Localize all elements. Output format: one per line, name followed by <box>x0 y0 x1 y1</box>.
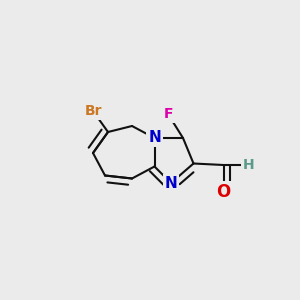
Text: O: O <box>216 183 231 201</box>
Text: F: F <box>163 107 173 121</box>
Text: N: N <box>148 130 161 146</box>
Text: H: H <box>243 158 254 172</box>
Text: Br: Br <box>84 104 102 118</box>
Text: N: N <box>165 176 177 190</box>
